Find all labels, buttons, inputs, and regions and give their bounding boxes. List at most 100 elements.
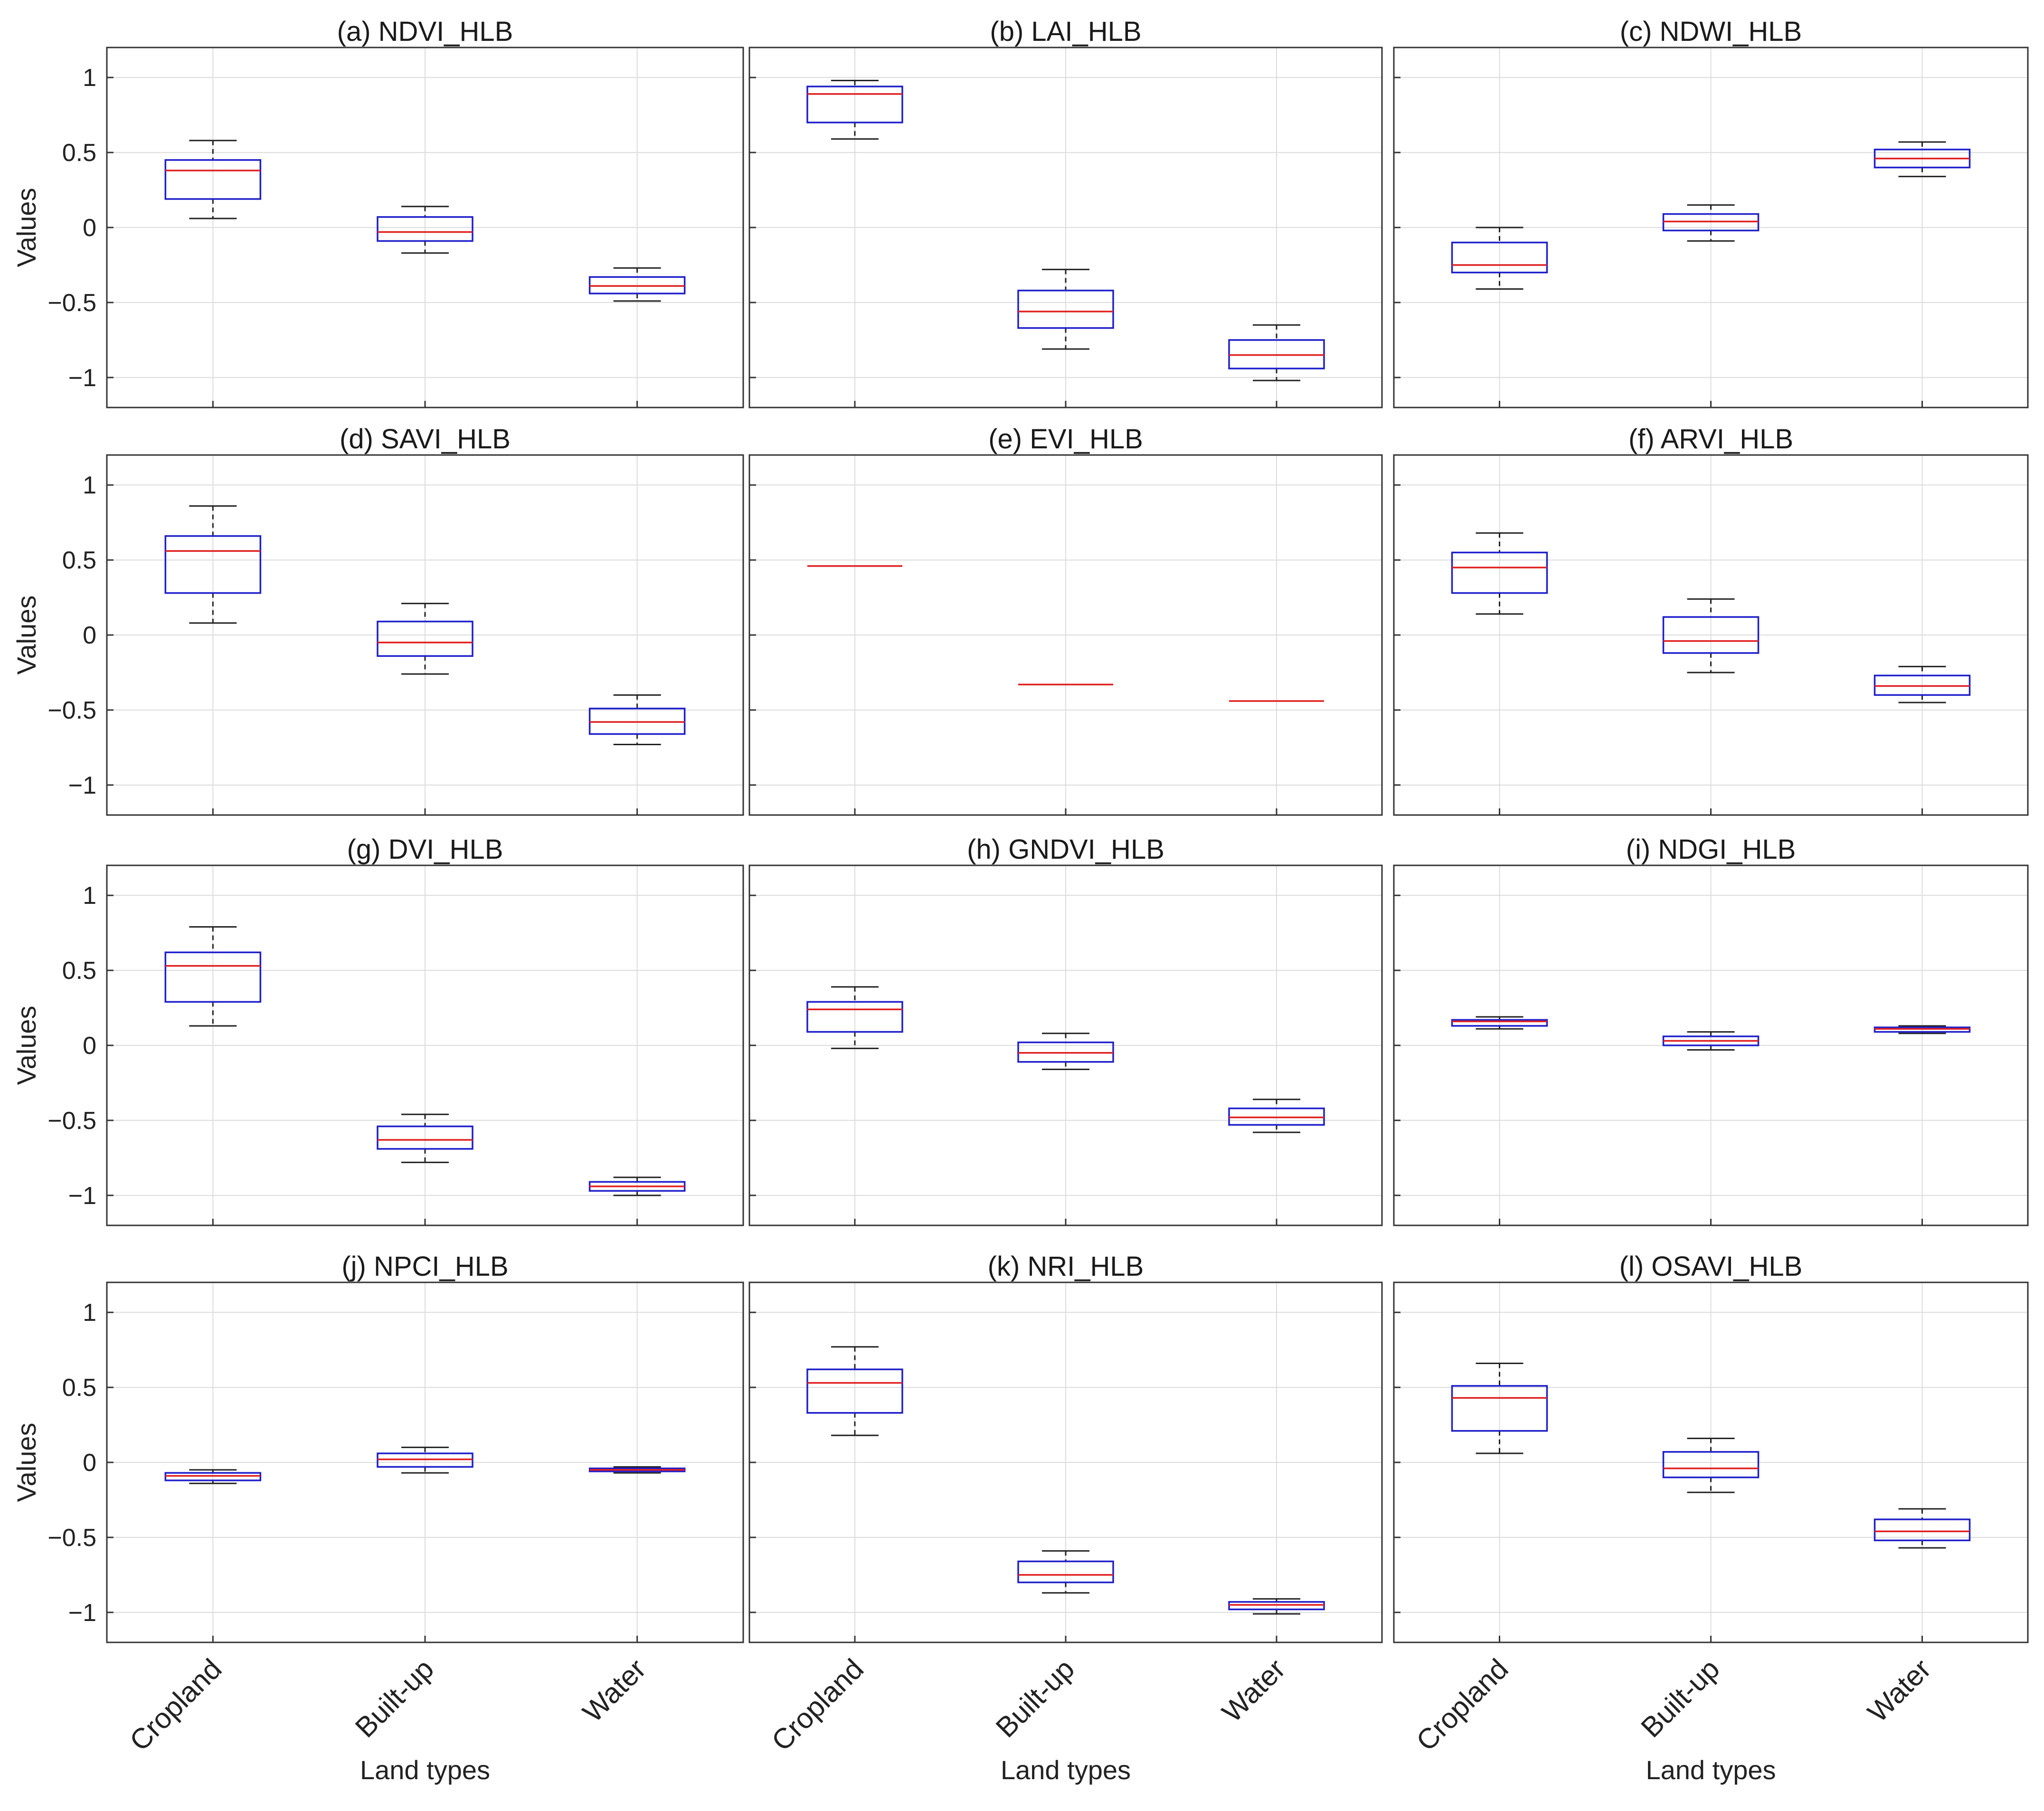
panel-title: (e) EVI_HLB xyxy=(988,424,1143,455)
panel-8: (h) GNDVI_HLB xyxy=(748,834,1383,1226)
panel-7: (g) DVI_HLB 1 0.5 0 −0.5 −1 Values xyxy=(11,834,744,1226)
iqr-box xyxy=(1017,1560,1114,1583)
box-water xyxy=(588,1176,686,1196)
box-water xyxy=(588,1466,686,1474)
box-water xyxy=(588,267,686,302)
ytick-label: −1 xyxy=(68,364,96,392)
box-cropland xyxy=(164,140,262,219)
category-label: Cropland xyxy=(123,1653,228,1757)
iqr-box xyxy=(1451,551,1548,594)
category-label: Water xyxy=(1862,1653,1937,1728)
iqr-box xyxy=(377,216,473,242)
iqr-box xyxy=(1662,616,1760,654)
box-cropland xyxy=(1451,1363,1548,1454)
x-axis-label: Land types xyxy=(360,1755,490,1785)
iqr-box xyxy=(377,1125,473,1150)
ytick-label: −0.5 xyxy=(47,1107,96,1135)
iqr-box xyxy=(164,535,262,594)
panel-6: (f) ARVI_HLB xyxy=(1393,424,2029,816)
panel-frame xyxy=(106,864,744,1226)
panel-title: (f) ARVI_HLB xyxy=(1628,424,1793,455)
panel-frame xyxy=(1393,454,2029,816)
ytick-label: 0 xyxy=(83,1032,96,1060)
box-builtup xyxy=(1662,204,1760,242)
iqr-box xyxy=(1451,1019,1548,1027)
ytick-label: 0 xyxy=(83,1449,96,1477)
panel-title: (a) NDVI_HLB xyxy=(337,16,513,47)
box-water xyxy=(588,694,686,746)
box-water xyxy=(1874,1025,1971,1034)
box-water xyxy=(1228,1598,1325,1615)
y-axis-label: Values xyxy=(11,1422,41,1502)
box-cropland xyxy=(1451,227,1548,290)
panel-title: (d) SAVI_HLB xyxy=(340,424,511,455)
ytick-label: −1 xyxy=(68,1182,96,1210)
box-builtup xyxy=(377,1113,473,1163)
panel-5: (e) EVI_HLB xyxy=(748,424,1383,816)
ytick-label: −1 xyxy=(68,1599,96,1627)
iqr-box xyxy=(1451,1385,1548,1432)
ytick-label: −1 xyxy=(68,772,96,799)
iqr-box xyxy=(1662,1451,1760,1479)
iqr-box xyxy=(377,620,473,657)
box-cropland xyxy=(164,926,262,1027)
ytick-label: 0 xyxy=(83,622,96,649)
box-builtup xyxy=(1662,1031,1760,1051)
ytick-label: −0.5 xyxy=(47,697,96,724)
ytick-label: 1 xyxy=(83,472,96,499)
panel-title: (c) NDWI_HLB xyxy=(1620,16,1802,47)
panel-4: (d) SAVI_HLB 1 0.5 0 −0.5 −1 Values xyxy=(11,424,744,816)
panel-10: (j) NPCI_HLB 1 0.5 0 −0.5 −1 Values Cropland Bui… xyxy=(11,1251,744,1785)
box-water xyxy=(1874,665,1971,703)
panel-frame xyxy=(106,1281,744,1643)
panel-frame xyxy=(748,864,1383,1226)
box-builtup xyxy=(377,1446,473,1474)
category-label: Built-up xyxy=(1635,1653,1725,1744)
x-axis-label: Land types xyxy=(1001,1755,1131,1785)
panel-frame xyxy=(106,454,744,816)
box-builtup xyxy=(1017,268,1114,350)
box-water xyxy=(1228,324,1325,381)
ytick-label: −0.5 xyxy=(47,1524,96,1552)
ytick-label: 0 xyxy=(83,214,96,242)
category-label: Built-up xyxy=(990,1653,1080,1744)
ytick-label: 1 xyxy=(83,882,96,910)
box-cropland xyxy=(1451,532,1548,615)
panel-title: (i) NDGI_HLB xyxy=(1626,834,1796,865)
ytick-label: 0.5 xyxy=(62,139,96,167)
panel-3: (c) NDWI_HLB xyxy=(1393,16,2029,408)
panel-title: (h) GNDVI_HLB xyxy=(967,834,1164,865)
box-cropland xyxy=(806,986,903,1049)
iqr-box xyxy=(164,951,262,1003)
iqr-box xyxy=(164,159,262,200)
panel-2: (b) LAI_HLB xyxy=(748,16,1383,408)
ytick-label: 0.5 xyxy=(62,547,96,574)
panel-9: (i) NDGI_HLB xyxy=(1393,834,2029,1226)
panel-frame xyxy=(1393,47,2029,408)
box-builtup xyxy=(1662,598,1760,673)
box-cropland xyxy=(1451,1016,1548,1030)
box-builtup xyxy=(1017,1033,1114,1071)
category-label: Cropland xyxy=(1410,1653,1514,1757)
ytick-label: 1 xyxy=(83,64,96,92)
panel-title: (j) NPCI_HLB xyxy=(341,1251,508,1282)
ytick-label: 0.5 xyxy=(62,957,96,985)
panel-frame xyxy=(1393,1281,2029,1643)
category-label: Water xyxy=(577,1653,652,1728)
panel-11: (k) NRI_HLB Cropland Built-up Water Land typ… xyxy=(748,1251,1383,1785)
ytick-label: 1 xyxy=(83,1299,96,1327)
panel-frame xyxy=(748,1281,1383,1643)
panel-1: (a) NDVI_HLB 1 0.5 0 −0.5 −1 Values xyxy=(11,16,744,408)
panel-frame xyxy=(748,47,1383,408)
x-axis-label: Land types xyxy=(1646,1755,1776,1785)
panel-frame xyxy=(748,454,1383,816)
iqr-box xyxy=(1451,241,1548,274)
iqr-box xyxy=(806,1368,903,1414)
box-cropland xyxy=(164,505,262,624)
y-axis-label: Values xyxy=(11,188,41,267)
box-builtup xyxy=(377,206,473,254)
iqr-box xyxy=(1874,1518,1971,1541)
category-label: Water xyxy=(1216,1653,1291,1728)
panel-title: (l) OSAVI_HLB xyxy=(1619,1251,1803,1282)
